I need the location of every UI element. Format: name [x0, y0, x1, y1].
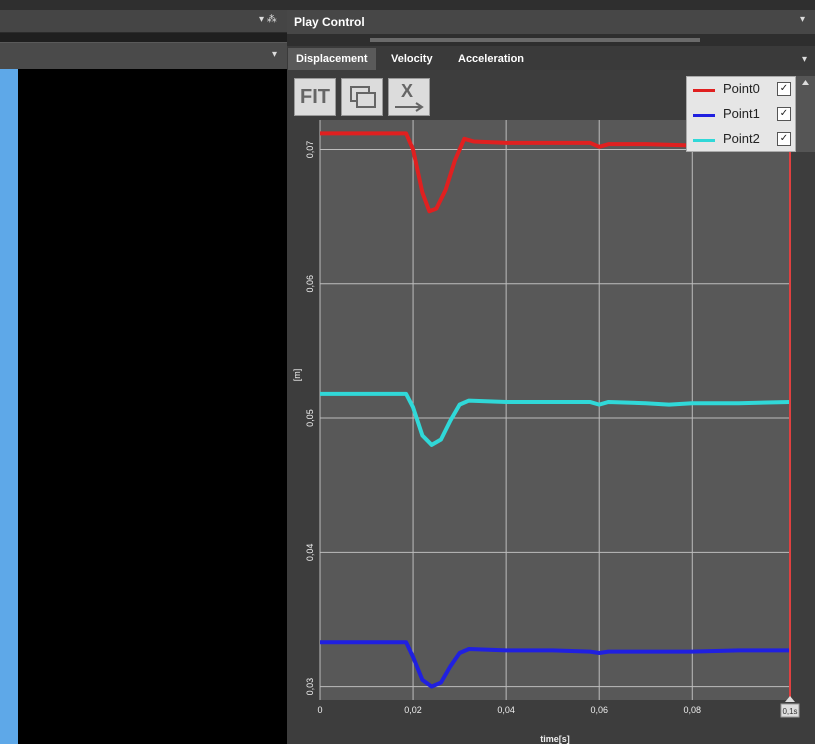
x-axis-label: X [401, 81, 414, 101]
left-panel-menu-button[interactable]: ▾ [272, 49, 278, 60]
x-tick-label: 0 [317, 705, 322, 715]
play-control-header [287, 10, 815, 34]
left-panel-subheader: ▾ [0, 42, 287, 69]
window-icon [350, 86, 376, 108]
x-tick-label: 0,06 [590, 705, 608, 715]
fit-button[interactable]: FIT [294, 78, 336, 116]
chart-legend: Point0 ✓ Point1 ✓ Point2 ✓ [686, 76, 796, 152]
x-tick-label: 0,08 [684, 705, 702, 715]
y-tick-label: 0,04 [305, 544, 315, 562]
viewport-object [0, 69, 18, 744]
left-panel-header-controls[interactable]: ▾ ⁂ [259, 14, 277, 25]
x-tick-label: 0,02 [404, 705, 422, 715]
series-line-point0 [320, 131, 790, 214]
tabs-menu-button[interactable]: ▾ [802, 54, 808, 65]
play-control-slider[interactable] [370, 38, 700, 42]
time-cursor-label: 0,1s [782, 707, 797, 716]
legend-label: Point2 [723, 131, 760, 146]
tab-acceleration[interactable]: Acceleration [458, 53, 525, 65]
play-control-title: Play Control [294, 15, 365, 29]
legend-swatch [693, 114, 715, 117]
time-cursor-handle [785, 696, 795, 702]
x-axis-label: time[s] [540, 734, 570, 744]
chevron-up-icon [802, 80, 809, 85]
legend-checkbox[interactable]: ✓ [777, 107, 791, 121]
legend-checkbox[interactable]: ✓ [777, 82, 791, 96]
legend-swatch [693, 89, 715, 92]
right-top-strip [287, 0, 815, 10]
legend-label: Point0 [723, 81, 760, 96]
legend-scrollbar[interactable] [796, 76, 815, 152]
chart-series [320, 118, 791, 700]
y-tick-label: 0,05 [305, 409, 315, 427]
tab-velocity[interactable]: Velocity [391, 53, 433, 65]
legend-label: Point1 [723, 106, 760, 121]
x-tick-label: 0,04 [497, 705, 515, 715]
left-panel-band [0, 33, 287, 42]
plot-area [320, 120, 790, 700]
y-tick-label: 0,06 [305, 275, 315, 293]
window-button[interactable] [341, 78, 383, 116]
chart-grid [319, 120, 790, 700]
y-tick-label: 0,03 [305, 678, 315, 696]
legend-checkbox[interactable]: ✓ [777, 132, 791, 146]
y-tick-label: 0,07 [305, 141, 315, 159]
viewport-3d[interactable] [0, 69, 287, 744]
series-line-point1 [320, 640, 790, 689]
y-axis-label: [m] [292, 369, 302, 382]
x-axis-button[interactable]: X [388, 78, 430, 116]
left-top-strip [0, 0, 287, 10]
legend-swatch [693, 139, 715, 142]
play-control-menu-button[interactable]: ▾ [800, 14, 806, 25]
tab-displacement[interactable]: Displacement [288, 48, 376, 70]
time-cursor-box [780, 703, 800, 718]
series-line-point2 [320, 391, 791, 447]
chart-labels: 0 0,02 0,04 0,06 0,08 0,07 0,06 0,05 0,04 0,03 [m]… [292, 141, 800, 744]
left-panel-header: ▾ ⁂ [0, 10, 287, 33]
arrow-right-icon [395, 102, 424, 112]
